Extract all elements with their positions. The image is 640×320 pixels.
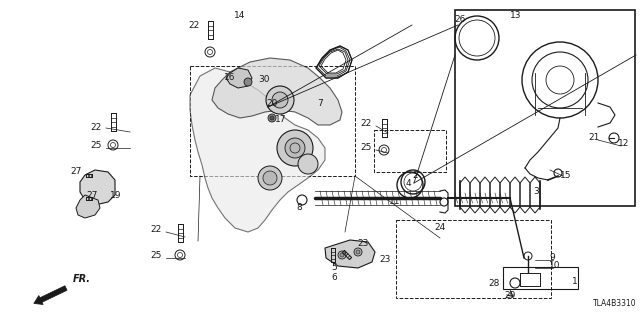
Circle shape	[244, 78, 252, 86]
Text: 3: 3	[533, 188, 539, 196]
Bar	[396, 220, 551, 298]
Text: 30: 30	[258, 76, 269, 84]
Bar	[190, 66, 355, 176]
Text: 22: 22	[189, 21, 200, 30]
Text: 27: 27	[70, 167, 81, 177]
Polygon shape	[325, 240, 375, 268]
Text: 28: 28	[488, 279, 500, 289]
Circle shape	[263, 171, 277, 185]
Text: 25: 25	[91, 141, 102, 150]
Text: 29: 29	[504, 292, 516, 300]
Text: 8: 8	[296, 203, 301, 212]
Circle shape	[266, 86, 294, 114]
Text: 25: 25	[360, 143, 372, 153]
Text: 22: 22	[151, 226, 162, 235]
Text: 22: 22	[91, 124, 102, 132]
Text: 1: 1	[572, 277, 578, 286]
Circle shape	[277, 130, 313, 166]
Bar	[374, 130, 446, 172]
Circle shape	[285, 138, 305, 158]
Text: 17: 17	[275, 116, 287, 124]
Bar	[503, 267, 578, 289]
Text: 13: 13	[510, 12, 522, 20]
Circle shape	[298, 154, 318, 174]
Text: 12: 12	[618, 140, 629, 148]
Text: 14: 14	[234, 12, 246, 20]
Circle shape	[258, 166, 282, 190]
Text: 25: 25	[150, 252, 162, 260]
Text: 20: 20	[266, 100, 277, 108]
Text: 15: 15	[560, 172, 572, 180]
Text: 22: 22	[361, 119, 372, 129]
Text: 2: 2	[412, 172, 418, 180]
Text: TLA4B3310: TLA4B3310	[593, 299, 637, 308]
Text: 16: 16	[224, 74, 236, 83]
Circle shape	[272, 92, 288, 108]
Polygon shape	[226, 68, 252, 88]
Text: 27: 27	[86, 191, 97, 201]
Text: 26: 26	[454, 15, 466, 25]
Text: 7: 7	[317, 100, 323, 108]
Text: 11: 11	[389, 197, 401, 206]
Text: 24: 24	[434, 223, 445, 233]
Text: 23: 23	[379, 255, 390, 265]
Text: FR.: FR.	[73, 274, 91, 284]
Text: 21: 21	[588, 133, 600, 142]
Text: 4: 4	[406, 179, 412, 188]
Text: 10: 10	[549, 261, 561, 270]
Polygon shape	[80, 170, 115, 205]
Text: 19: 19	[110, 191, 122, 201]
Text: 5: 5	[331, 262, 337, 271]
Text: 9: 9	[549, 253, 555, 262]
Circle shape	[270, 116, 274, 120]
Circle shape	[354, 248, 362, 256]
Polygon shape	[212, 58, 342, 125]
Polygon shape	[190, 68, 325, 232]
Circle shape	[340, 253, 344, 257]
FancyArrow shape	[34, 286, 67, 305]
Bar	[455, 10, 635, 206]
Polygon shape	[76, 195, 100, 218]
Text: 6: 6	[331, 273, 337, 282]
Circle shape	[356, 250, 360, 254]
Circle shape	[338, 251, 346, 259]
Text: 23: 23	[357, 238, 369, 247]
Circle shape	[268, 114, 276, 122]
